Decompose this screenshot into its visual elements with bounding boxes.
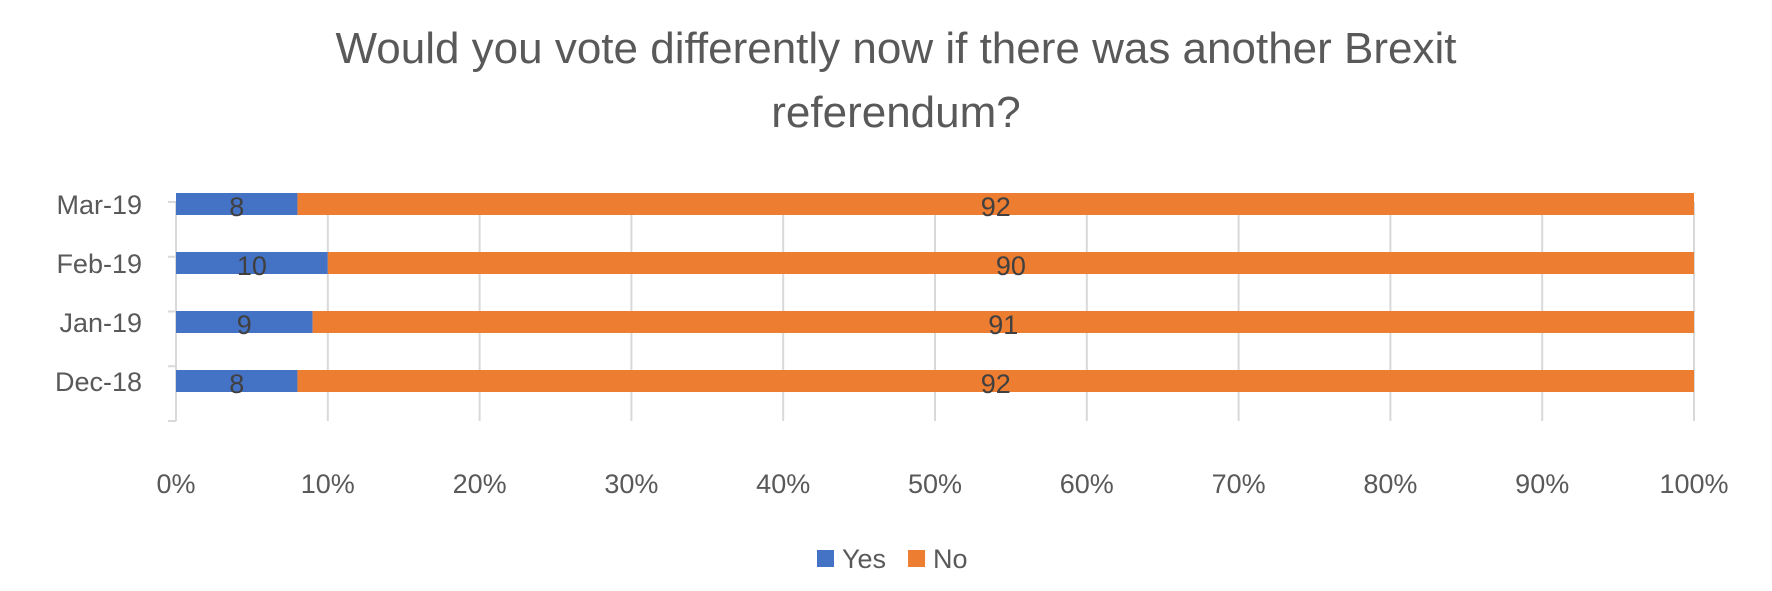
category-axis [168,201,177,422]
legend-label-yes: Yes [842,544,886,574]
data-label-yes-dec-18: 8 [229,369,244,399]
category-label-mar-19: Mar-19 [56,190,142,220]
data-label-yes-feb-19: 10 [237,251,267,281]
data-label-no-feb-19: 90 [996,251,1026,281]
legend: Yes No [817,544,968,574]
x-tick-labels: 0% 10% 20% 30% 40% 50% 60% 70% 80% 90% 100% [156,469,1728,499]
x-tick-label-0-: 0% [156,469,195,499]
x-tick-label-100-: 100% [1659,469,1728,499]
data-label-no-jan-19: 91 [988,310,1018,340]
legend-swatch-no [908,550,926,567]
category-labels: Mar-19 Feb-19 Jan-19 Dec-18 [55,190,142,397]
data-label-yes-jan-19: 9 [237,310,252,340]
legend-label-no: No [933,544,968,574]
bar-yes-dec-18 [176,370,298,392]
x-tick-label-50-: 50% [908,469,962,499]
category-label-jan-19: Jan-19 [59,308,142,338]
bar-no-jan-19 [312,311,1694,333]
data-label-yes-mar-19: 8 [229,192,244,222]
legend-swatch-yes [817,550,834,567]
bar-no-mar-19 [297,193,1695,215]
x-tick-label-90-: 90% [1515,469,1569,499]
bar-yes-jan-19 [176,311,313,333]
data-label-no-mar-19: 92 [981,192,1011,222]
x-tick-label-20-: 20% [453,469,507,499]
chart-title-line-1: Would you vote differently now if there … [336,24,1457,73]
bar-yes-mar-19 [176,193,298,215]
category-label-feb-19: Feb-19 [56,249,142,279]
x-tick-label-10-: 10% [301,469,355,499]
bars [176,193,1695,392]
x-tick-label-30-: 30% [604,469,658,499]
bar-no-dec-18 [297,370,1695,392]
data-label-no-dec-18: 92 [981,369,1011,399]
bar-yes-feb-19 [176,252,328,274]
x-tick-label-60-: 60% [1060,469,1114,499]
data-labels: 8 92 10 90 9 91 8 92 [229,192,1026,399]
category-label-dec-18: Dec-18 [55,367,142,397]
x-tick-label-70-: 70% [1212,469,1266,499]
chart-title: Would you vote differently now if there … [336,24,1457,137]
x-tick-label-80-: 80% [1363,469,1417,499]
bar-no-feb-19 [327,252,1694,274]
chart-title-line-2: referendum? [771,88,1020,137]
x-tick-label-40-: 40% [756,469,810,499]
